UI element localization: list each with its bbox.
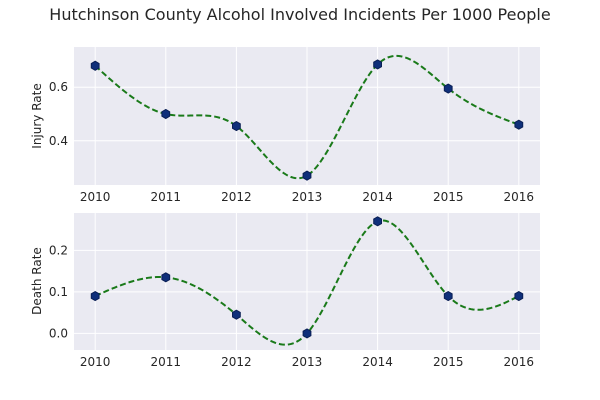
chart-title: Hutchinson County Alcohol Involved Incid… (49, 5, 550, 24)
death-x-tick-label: 2016 (504, 355, 535, 369)
death-data-point (373, 216, 382, 227)
death-y-axis-label: Death Rate (30, 247, 44, 315)
injury-x-tick-label: 2015 (433, 190, 464, 204)
injury-x-tick-label: 2012 (221, 190, 252, 204)
injury-data-point (90, 60, 100, 71)
injury-y-tick-label: 0.4 (49, 134, 68, 148)
death-data-point (514, 290, 524, 302)
death-x-tick-label: 2013 (292, 355, 323, 369)
death-y-tick-label: 0.1 (49, 285, 68, 299)
injury-x-ticks: 2010 2011 2012 2013 2014 2015 2016 (80, 190, 534, 204)
injury-x-tick-label: 2014 (362, 190, 393, 204)
death-y-tick-label: 0.0 (49, 326, 68, 340)
death-x-tick-label: 2015 (433, 355, 464, 369)
death-data-point (161, 272, 171, 283)
injury-data-point (514, 119, 524, 130)
death-x-tick-label: 2014 (362, 355, 393, 369)
injury-data-point (443, 83, 453, 94)
injury-y-ticks: 0.4 0.6 (49, 80, 68, 148)
injury-y-tick-label: 0.6 (49, 80, 68, 94)
death-data-point (302, 328, 312, 339)
death-x-tick-label: 2012 (221, 355, 252, 369)
injury-rate-subplot: 2010 2011 2012 2013 2014 2015 2016 0.4 0.6 Inju… (30, 47, 540, 204)
death-data-point (443, 290, 453, 302)
death-y-ticks: 0.0 0.1 0.2 (49, 243, 68, 340)
injury-markers (90, 59, 524, 181)
injury-y-axis-label: Injury Rate (30, 83, 44, 148)
injury-x-tick-label: 2011 (151, 190, 182, 204)
injury-data-point (373, 59, 382, 70)
injury-data-point (232, 120, 241, 132)
injury-x-tick-label: 2010 (80, 190, 111, 204)
death-x-tick-label: 2011 (151, 355, 182, 369)
death-x-tick-label: 2010 (80, 355, 111, 369)
death-grid (74, 213, 540, 350)
death-data-point (90, 290, 100, 302)
injury-x-tick-label: 2016 (504, 190, 535, 204)
death-x-ticks: 2010 2011 2012 2013 2014 2015 2016 (80, 355, 534, 369)
injury-data-point (302, 170, 312, 181)
injury-x-tick-label: 2013 (292, 190, 323, 204)
death-markers (90, 216, 524, 339)
death-data-point (232, 309, 241, 320)
death-y-tick-label: 0.2 (49, 243, 68, 257)
injury-data-point (161, 108, 171, 120)
death-rate-subplot: 2010 2011 2012 2013 2014 2015 2016 0.0 0.1 0.2 D… (30, 213, 540, 369)
